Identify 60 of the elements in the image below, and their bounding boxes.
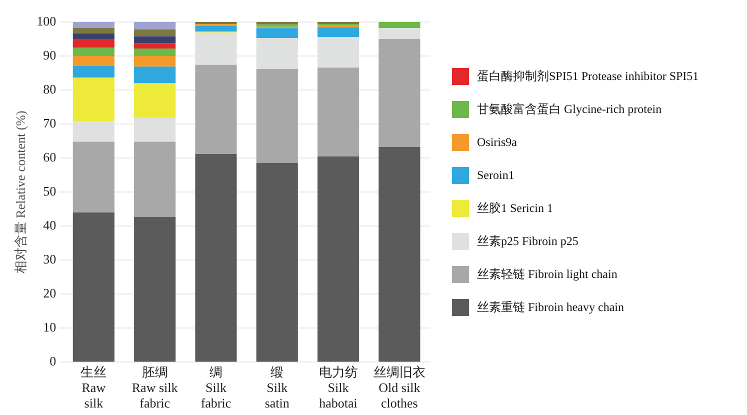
bar [256, 24, 298, 27]
x-tick-label: 生丝 Raw silk [80, 364, 107, 411]
bar [134, 22, 176, 30]
legend-label: 丝素p25 Fibroin p25 [477, 233, 578, 250]
x-tick-label: 电力纺 Silk habotai [318, 364, 358, 411]
legend-label: 丝胶1 Sericin 1 [477, 200, 553, 217]
bar [256, 162, 298, 362]
bar [195, 26, 237, 32]
y-tick-label: 40 [43, 218, 56, 233]
bar [378, 28, 420, 40]
y-tick-label: 10 [43, 320, 56, 335]
legend-label: Osiris9a [477, 135, 517, 150]
bar [72, 56, 114, 66]
legend-label: 蛋白酶抑制剂SPI51 Protease inhibitor SPI51 [477, 68, 699, 85]
y-tick-label: 100 [36, 13, 56, 28]
bar [134, 56, 176, 67]
bar [256, 68, 298, 163]
bar [134, 142, 176, 217]
bar [195, 154, 237, 362]
bar [378, 22, 420, 28]
bar [317, 27, 360, 37]
bar [317, 156, 360, 362]
bar [72, 48, 114, 56]
bar [256, 28, 298, 38]
bar [134, 48, 176, 56]
bar [134, 36, 176, 44]
y-tick-label: 90 [43, 47, 56, 62]
y-tick-label: 70 [43, 115, 56, 130]
bar [134, 83, 176, 118]
y-tick-label: 0 [50, 354, 56, 369]
y-tick-label: 30 [43, 252, 56, 267]
legend-label: 甘氨酸富含蛋白 Glycine-rich protein [477, 101, 662, 118]
y-tick-label: 60 [43, 150, 56, 164]
bar [72, 77, 114, 122]
bar [195, 64, 237, 154]
bar [317, 68, 360, 156]
x-tick-label: 缎 Silk satin [264, 364, 290, 411]
bar [72, 142, 114, 213]
y-tick-label: 50 [43, 184, 56, 199]
bar [378, 146, 420, 362]
bar [134, 29, 176, 36]
legend-label: 丝素重链 Fibroin heavy chain [477, 299, 624, 316]
x-tick-label: 胚绸 Raw silk fabric [132, 364, 178, 411]
legend-label: Seroin1 [477, 168, 514, 183]
x-tick-label: 丝绸旧衣 Old silk clothes [373, 364, 426, 411]
x-tick-label: 绸 Silk fabric [200, 364, 232, 411]
bar [72, 66, 114, 78]
bar [72, 39, 114, 48]
y-axis-title: 相对含量 Relative content (%) [13, 110, 28, 274]
bar [72, 33, 114, 40]
bar [72, 28, 114, 34]
y-tick-label: 20 [43, 286, 56, 301]
y-tick-label: 80 [43, 81, 56, 96]
legend-label: 丝素轻链 Fibroin light chain [477, 266, 618, 283]
bar [134, 66, 176, 84]
bar [134, 43, 176, 49]
bar [72, 22, 114, 28]
bar [378, 39, 420, 147]
bar [134, 216, 176, 362]
bar [72, 212, 114, 362]
